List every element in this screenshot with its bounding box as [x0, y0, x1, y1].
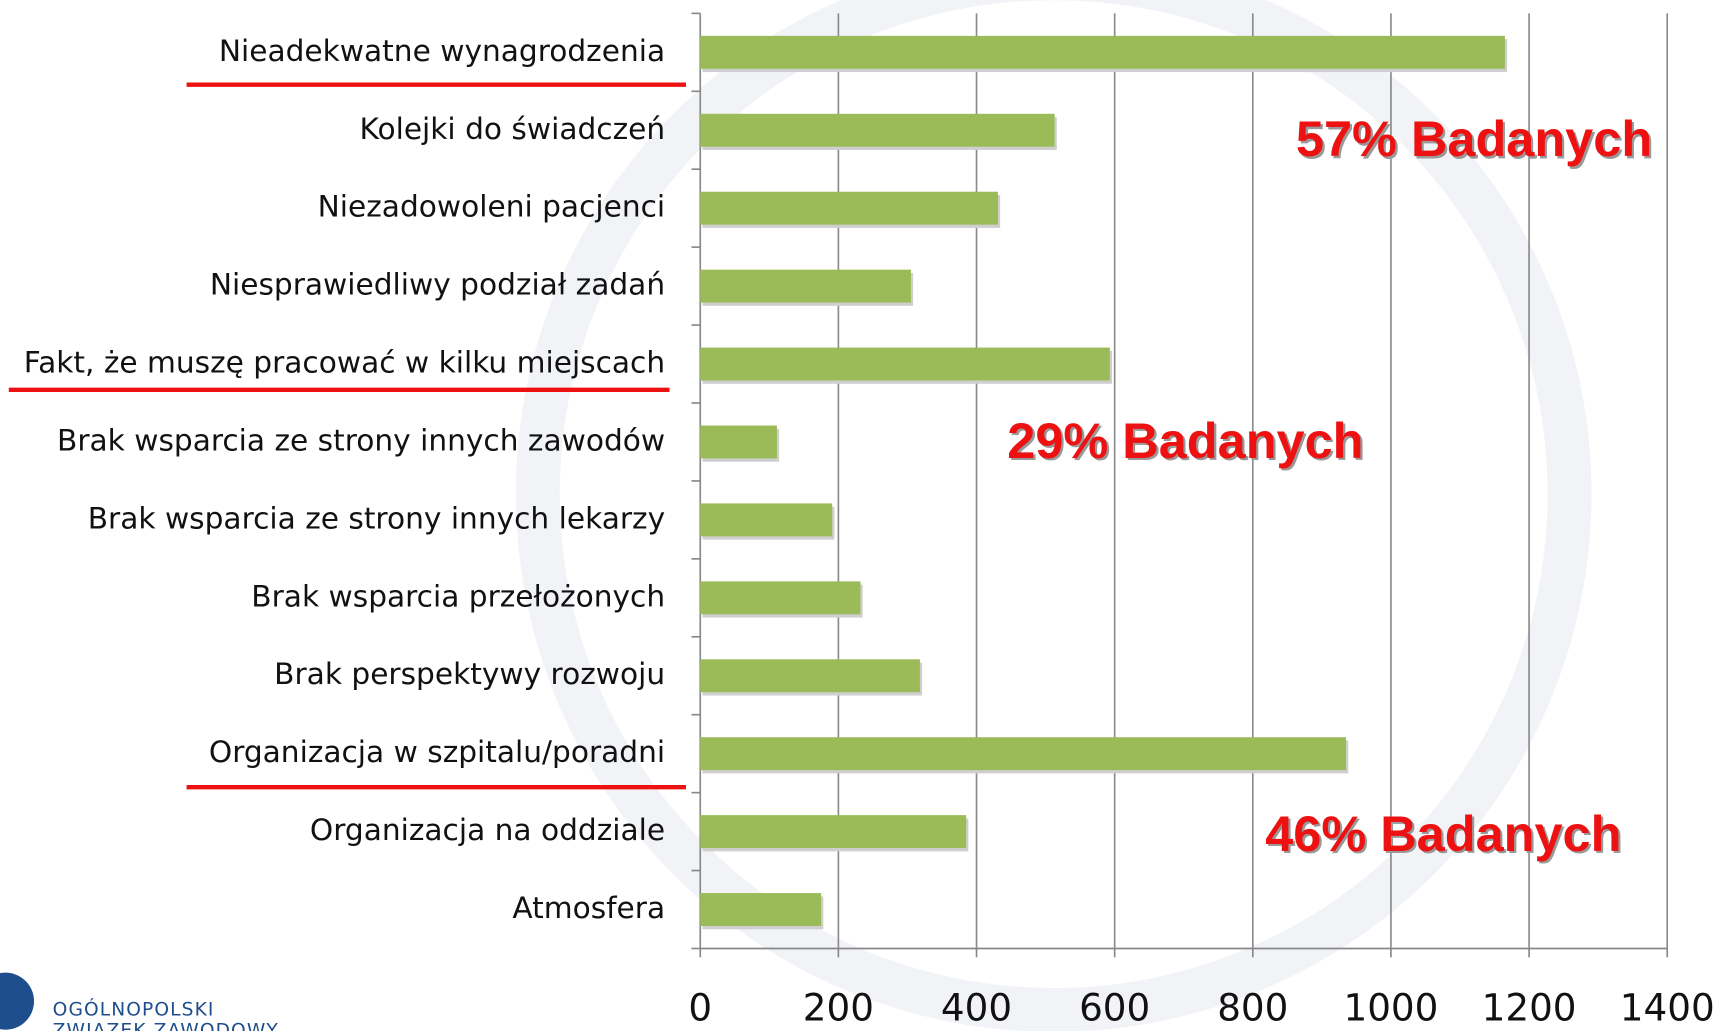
bar — [700, 737, 1347, 771]
logo-icon — [0, 972, 35, 1030]
x-tick-label: 400 — [941, 985, 1012, 1029]
x-tick-label: 0 — [688, 985, 712, 1029]
y-tick-label: Brak perspektywy rozwoju — [274, 656, 665, 691]
bar — [700, 269, 911, 303]
annotation: 46% Badanych — [1265, 805, 1621, 862]
annotation: 29% Badanych — [1007, 412, 1363, 469]
watermark — [516, 0, 1592, 1031]
x-tick-label: 1000 — [1343, 985, 1438, 1029]
annotation: 57% Badanych — [1296, 110, 1652, 167]
bar — [700, 503, 833, 537]
x-tick-label: 1400 — [1620, 985, 1715, 1029]
x-tick-label: 200 — [803, 985, 874, 1029]
y-tick-label: Niezadowoleni pacjenci — [318, 189, 665, 224]
x-tick-label: 1200 — [1482, 985, 1577, 1029]
bar — [700, 425, 777, 459]
bar — [700, 35, 1505, 69]
y-tick-label: Nieadekwatne wynagrodzenia — [219, 33, 665, 68]
y-tick-label: Fakt, że muszę pracować w kilku miejscac… — [24, 345, 665, 380]
annotation-shadow: 29% Badanych — [1009, 414, 1365, 471]
bar — [700, 659, 920, 693]
y-tick-label: Atmosfera — [512, 890, 665, 925]
bar — [700, 347, 1110, 381]
y-tick-label: Organizacja na oddziale — [310, 812, 665, 847]
y-tick-label: Brak wsparcia ze strony innych lekarzy — [88, 500, 665, 535]
y-tick-label: Brak wsparcia przełożonych — [251, 578, 665, 613]
y-tick-label: Organizacja w szpitalu/poradni — [209, 734, 665, 769]
bar — [700, 893, 822, 926]
bar — [700, 815, 967, 849]
logo-text: OGÓLNOPOLSKI — [53, 996, 215, 1020]
x-tick-label: 800 — [1217, 985, 1288, 1029]
annotation-shadow: 57% Badanych — [1298, 112, 1654, 169]
y-tick-label: Kolejki do świadczeń — [360, 111, 666, 146]
bar — [700, 113, 1055, 147]
bar — [700, 581, 861, 615]
x-tick-label: 600 — [1079, 985, 1150, 1029]
bar — [700, 191, 998, 225]
logo-text: ZWIĄZEK ZAWODOWY — [53, 1020, 279, 1031]
y-tick-label: Niesprawiedliwy podział zadań — [210, 267, 665, 302]
y-tick-label: Brak wsparcia ze strony innych zawodów — [57, 422, 665, 457]
annotation-shadow: 46% Badanych — [1267, 807, 1623, 864]
